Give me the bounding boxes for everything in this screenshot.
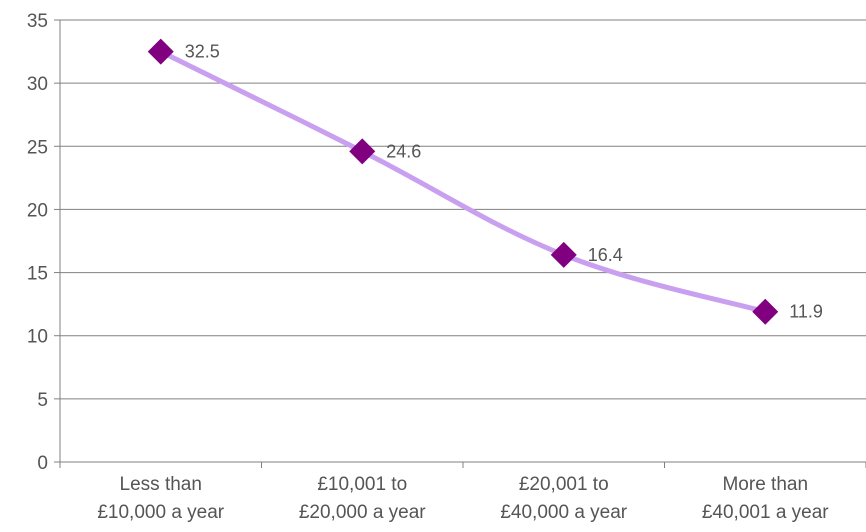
x-category-label: £40,000 a year [500,502,627,523]
y-tick-label: 10 [27,327,48,348]
data-point-marker [752,298,779,325]
x-category-label: £20,000 a year [299,502,426,523]
x-category-label: £10,000 a year [97,502,224,523]
y-tick-label: 30 [27,74,48,95]
x-category-label: Less than [120,474,202,495]
x-category-label: £40,001 a year [702,502,829,523]
data-label: 24.6 [386,141,421,161]
y-tick-label: 0 [37,453,48,474]
x-category-label: £10,001 to [317,474,407,495]
y-tick-label: 35 [27,11,48,32]
y-tick-label: 15 [27,264,48,285]
data-label: 32.5 [185,42,220,62]
data-point-marker [550,241,577,268]
data-point-marker [349,138,376,165]
x-category-label: £20,001 to [519,474,609,495]
y-tick-label: 20 [27,200,48,221]
data-point-marker [147,38,174,65]
series-line [158,49,768,315]
y-tick-label: 25 [27,137,48,158]
data-label: 16.4 [588,245,623,265]
y-tick-label: 5 [37,390,48,411]
data-label: 11.9 [789,302,823,322]
x-category-label: More than [722,474,808,495]
